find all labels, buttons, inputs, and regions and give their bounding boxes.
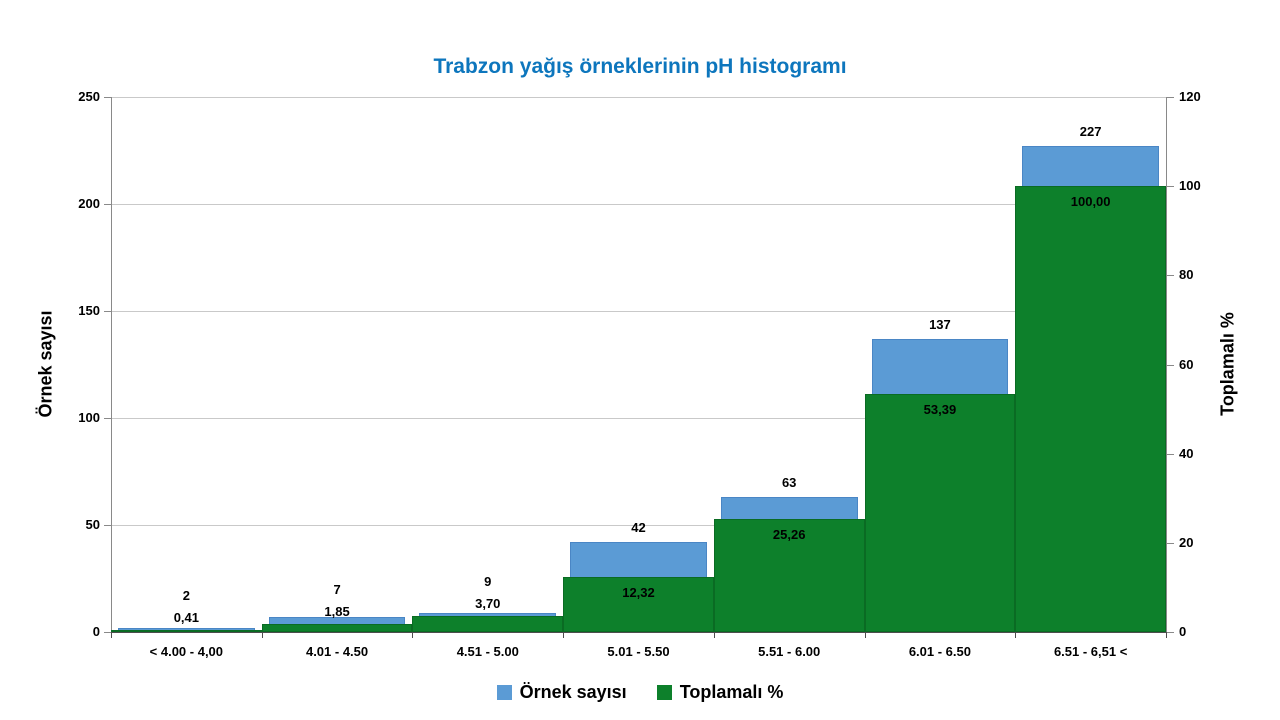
left-axis-tick-0 bbox=[104, 632, 111, 633]
right-axis-tick-60 bbox=[1167, 364, 1174, 366]
x-axis-tick-0 bbox=[111, 632, 112, 638]
left-axis-line bbox=[111, 97, 112, 632]
data-label-ornek-sayisi-0: 2 bbox=[182, 588, 190, 604]
left-axis-tick-label-200: 200 bbox=[78, 196, 100, 211]
data-label-ornek-sayisi-5: 137 bbox=[929, 316, 951, 332]
gridline-250 bbox=[111, 97, 1166, 98]
data-label-toplamali-2: 3,70 bbox=[475, 595, 501, 611]
right-axis-tick-label-80: 80 bbox=[1179, 267, 1194, 283]
gridline-200 bbox=[111, 204, 1166, 205]
x-tick-label-0: < 4.00 - 4,00 bbox=[149, 644, 224, 659]
x-tick-label-3: 5.01 - 5.50 bbox=[607, 644, 670, 659]
left-axis-tick-label-250: 250 bbox=[78, 89, 100, 104]
right-axis-tick-label-100: 100 bbox=[1179, 178, 1201, 194]
x-axis-tick-2 bbox=[412, 632, 414, 638]
data-label-ornek-sayisi-2: 9 bbox=[484, 573, 492, 589]
bar-toplamali-5 bbox=[864, 393, 1016, 632]
left-axis-tick-50 bbox=[104, 525, 111, 526]
x-axis-tick-4 bbox=[713, 632, 715, 638]
data-label-ornek-sayisi-6: 227 bbox=[1079, 124, 1102, 140]
data-label-toplamali-5: 53,39 bbox=[923, 401, 957, 417]
legend: Örnek sayısı Toplamalı % bbox=[0, 678, 1280, 706]
bar-toplamali-3 bbox=[563, 577, 714, 632]
right-axis-tick-40 bbox=[1167, 453, 1174, 455]
legend-label: Örnek sayısı bbox=[519, 681, 627, 702]
data-label-toplamali-1: 1,85 bbox=[324, 603, 350, 619]
gridline-100 bbox=[111, 418, 1166, 419]
data-label-ornek-sayisi-3: 42 bbox=[631, 520, 646, 536]
bar-toplamali-2 bbox=[412, 615, 564, 632]
chart-title: Trabzon yağış örneklerinin pH histogramı bbox=[433, 55, 847, 78]
right-axis-tick-label-20: 20 bbox=[1179, 534, 1194, 550]
right-axis-tick-label-40: 40 bbox=[1179, 445, 1194, 461]
gridline-50 bbox=[111, 525, 1166, 526]
data-label-toplamali-6: 100,00 bbox=[1070, 194, 1111, 210]
data-label-toplamali-4: 25,26 bbox=[772, 527, 806, 543]
right-axis-tick-0 bbox=[1167, 632, 1174, 633]
left-axis-tick-150 bbox=[104, 311, 111, 312]
left-axis-title: Örnek sayısı bbox=[35, 310, 56, 418]
x-axis-tick-7 bbox=[1166, 632, 1167, 638]
legend-label: Toplamalı % bbox=[679, 681, 784, 702]
x-axis-tick-3 bbox=[563, 632, 565, 638]
left-axis-tick-250 bbox=[104, 97, 111, 98]
right-axis-tick-label-0: 0 bbox=[1179, 624, 1187, 639]
bar-toplamali-0 bbox=[111, 630, 262, 633]
gridline-150 bbox=[111, 311, 1166, 312]
left-axis-tick-label-50: 50 bbox=[85, 517, 100, 532]
x-axis-tick-5 bbox=[864, 632, 866, 638]
x-axis-line bbox=[111, 632, 1167, 633]
bar-toplamali-4 bbox=[713, 519, 865, 632]
bar-toplamali-6 bbox=[1015, 186, 1166, 632]
x-tick-label-4: 5.51 - 6.00 bbox=[758, 644, 821, 659]
x-tick-label-5: 6.01 - 6.50 bbox=[908, 644, 971, 659]
data-label-toplamali-3: 12,32 bbox=[622, 585, 655, 601]
legend-swatch-icon bbox=[656, 684, 672, 700]
left-axis-tick-200 bbox=[104, 204, 111, 205]
right-axis-tick-100 bbox=[1167, 186, 1174, 188]
x-axis-tick-1 bbox=[261, 632, 263, 638]
legend-swatch-icon bbox=[496, 684, 512, 700]
data-label-toplamali-0: 0,41 bbox=[173, 610, 199, 626]
left-axis-tick-label-0: 0 bbox=[92, 624, 100, 639]
x-tick-label-6: 6.51 - 6,51 < bbox=[1053, 644, 1128, 659]
legend-item-toplamali: Toplamalı % bbox=[656, 681, 784, 703]
x-tick-label-2: 4.51 - 5.00 bbox=[456, 644, 519, 659]
left-axis-tick-label-100: 100 bbox=[78, 410, 100, 425]
left-axis-tick-100 bbox=[104, 418, 111, 419]
x-tick-label-1: 4.01 - 4.50 bbox=[305, 644, 369, 659]
data-label-ornek-sayisi-4: 63 bbox=[781, 475, 797, 491]
left-axis-tick-label-150: 150 bbox=[78, 303, 100, 318]
legend-item-ornek-sayisi: Örnek sayısı bbox=[496, 681, 627, 703]
right-axis-tick-120 bbox=[1167, 97, 1174, 98]
right-axis-tick-20 bbox=[1167, 542, 1174, 544]
x-axis-tick-6 bbox=[1015, 632, 1017, 638]
right-axis-tick-label-120: 120 bbox=[1179, 89, 1201, 104]
data-label-ornek-sayisi-1: 7 bbox=[333, 581, 341, 597]
right-axis-line bbox=[1166, 97, 1167, 632]
bar-toplamali-1 bbox=[261, 623, 413, 632]
right-axis-tick-label-60: 60 bbox=[1179, 356, 1194, 372]
right-axis-tick-80 bbox=[1167, 275, 1174, 277]
